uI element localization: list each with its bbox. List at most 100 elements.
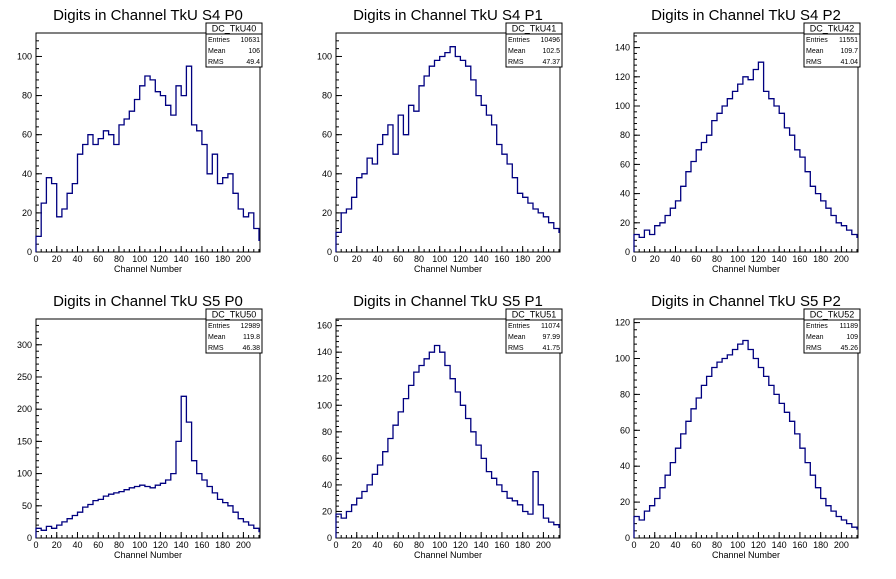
stats-label: Mean (508, 334, 526, 341)
x-tick-label: 200 (236, 540, 251, 550)
chart-title: Digits in Channel TkU S5 P0 (53, 293, 243, 310)
x-tick-label: 120 (453, 540, 468, 550)
histogram-series (35, 395, 260, 538)
x-tick-label: 20 (650, 540, 660, 550)
stats-value: 11189 (840, 323, 859, 330)
stats-label: Entries (806, 37, 828, 44)
y-tick-label: 140 (317, 347, 332, 357)
y-tick-label: 100 (17, 51, 32, 61)
stats-name: DC_TkU40 (212, 24, 257, 34)
x-tick-label: 140 (772, 540, 787, 550)
x-tick-label: 140 (174, 540, 189, 550)
stats-name: DC_TkU41 (512, 24, 557, 34)
stats-label: Entries (208, 323, 230, 330)
x-tick-label: 0 (631, 540, 636, 550)
stats-value: 11551 (839, 37, 858, 44)
y-tick-label: 250 (17, 372, 32, 382)
stats-box: DC_TkU41 Entries 10496 Mean 102.5 RMS 47.37 (505, 22, 563, 68)
y-tick-label: 100 (17, 469, 32, 479)
histogram-panel: Digits in Channel TkU S4 P2 Channel Numbe… (615, 7, 861, 274)
x-tick-label: 160 (792, 540, 807, 550)
histogram-panel: Digits in Channel TkU S5 P0 Channel Numbe… (17, 293, 263, 560)
stats-label: Entries (508, 37, 530, 44)
y-tick-label: 0 (625, 247, 630, 257)
y-tick-label: 60 (322, 130, 332, 140)
stats-box: DC_TkU50 Entries 12989 Mean 119.8 RMS 46.38 (205, 308, 263, 354)
chart-title: Digits in Channel TkU S5 P2 (651, 293, 841, 310)
y-tick-label: 300 (17, 340, 32, 350)
y-tick-label: 0 (327, 247, 332, 257)
x-tick-label: 60 (393, 540, 403, 550)
y-tick-label: 100 (615, 353, 630, 363)
x-tick-label: 160 (494, 540, 509, 550)
x-tick-label: 140 (474, 254, 489, 264)
x-tick-label: 40 (670, 540, 680, 550)
x-tick-label: 80 (414, 254, 424, 264)
histogram-series (633, 61, 858, 252)
stats-label: RMS (208, 345, 224, 352)
x-tick-label: 20 (352, 254, 362, 264)
x-tick-label: 80 (414, 540, 424, 550)
stats-value: 12989 (241, 323, 261, 330)
stats-box-frame (205, 308, 263, 354)
x-tick-label: 80 (114, 540, 124, 550)
y-tick-label: 40 (620, 189, 630, 199)
x-tick-label: 200 (536, 540, 551, 550)
stats-name: DC_TkU52 (810, 310, 855, 320)
x-tick-label: 120 (153, 254, 168, 264)
x-tick-label: 100 (432, 254, 447, 264)
x-tick-label: 20 (352, 540, 362, 550)
x-tick-label: 160 (194, 254, 209, 264)
x-tick-label: 80 (712, 540, 722, 550)
y-tick-label: 20 (620, 218, 630, 228)
histogram-panel: Digits in Channel TkU S4 P1 Channel Numbe… (317, 7, 563, 274)
stats-box: DC_TkU52 Entries 11189 Mean 109 RMS 45.26 (803, 308, 861, 354)
x-tick-label: 120 (153, 540, 168, 550)
histogram-series (35, 65, 260, 252)
chart-title: Digits in Channel TkU S5 P1 (353, 293, 543, 310)
stats-label: RMS (806, 59, 822, 66)
x-tick-label: 0 (333, 254, 338, 264)
stats-box: DC_TkU51 Entries 11074 Mean 97.99 RMS 41.75 (505, 308, 563, 354)
stats-value: 97.99 (542, 334, 560, 341)
x-tick-label: 40 (372, 254, 382, 264)
y-tick-label: 120 (615, 72, 630, 82)
histogram-panel: Digits in Channel TkU S5 P1 Channel Numbe… (317, 293, 563, 560)
x-tick-label: 0 (333, 540, 338, 550)
histogram-series (335, 344, 560, 538)
stats-label: RMS (508, 345, 524, 352)
y-tick-label: 80 (620, 389, 630, 399)
x-tick-label: 40 (670, 254, 680, 264)
stats-label: Entries (208, 37, 230, 44)
x-axis-label: Channel Number (114, 264, 182, 274)
x-axis-label: Channel Number (414, 264, 482, 274)
x-tick-label: 0 (631, 254, 636, 264)
stats-value: 10631 (241, 37, 261, 44)
x-tick-label: 100 (730, 540, 745, 550)
y-tick-label: 0 (625, 533, 630, 543)
stats-value: 106 (248, 48, 260, 55)
x-tick-label: 140 (174, 254, 189, 264)
stats-value: 11074 (541, 323, 560, 330)
y-tick-label: 0 (327, 533, 332, 543)
x-tick-label: 100 (132, 254, 147, 264)
x-tick-label: 180 (515, 254, 530, 264)
x-tick-label: 100 (730, 254, 745, 264)
stats-name: DC_TkU50 (212, 310, 257, 320)
y-tick-label: 80 (322, 427, 332, 437)
stats-value: 119.8 (243, 334, 260, 341)
x-tick-label: 180 (215, 540, 230, 550)
stats-value: 47.37 (542, 59, 560, 66)
plot-frame (335, 318, 561, 539)
x-tick-label: 180 (813, 540, 828, 550)
x-tick-label: 20 (52, 540, 62, 550)
x-axis-label: Channel Number (414, 550, 482, 560)
x-tick-label: 180 (515, 540, 530, 550)
x-tick-label: 140 (772, 254, 787, 264)
y-tick-label: 80 (620, 130, 630, 140)
x-tick-label: 100 (132, 540, 147, 550)
x-tick-label: 60 (691, 254, 701, 264)
y-tick-label: 60 (620, 425, 630, 435)
x-tick-label: 60 (93, 540, 103, 550)
